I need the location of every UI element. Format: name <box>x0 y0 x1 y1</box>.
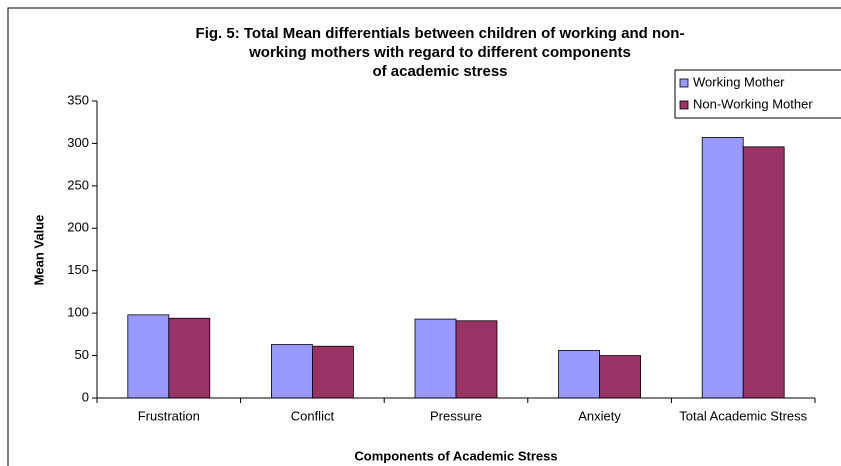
y-tick-label: 200 <box>67 220 89 235</box>
chart-title: Fig. 5: Total Mean differentials between… <box>196 25 685 42</box>
y-tick-label: 0 <box>82 389 89 404</box>
y-axis-title: Mean Value <box>31 215 46 286</box>
chart-title: working mothers with regard to different… <box>248 44 631 61</box>
bar <box>311 345 354 399</box>
bar <box>558 350 600 399</box>
bar <box>127 314 170 399</box>
x-tick-label: Pressure <box>430 408 482 423</box>
bar <box>599 355 641 399</box>
legend-swatch <box>679 78 689 88</box>
x-axis-title: Components of Academic Stress <box>354 448 557 463</box>
y-tick-label: 250 <box>67 177 89 192</box>
bar <box>270 344 313 399</box>
x-tick-label: Frustration <box>138 408 200 423</box>
y-tick-label: 150 <box>67 262 89 277</box>
bar <box>414 318 457 399</box>
y-tick-label: 300 <box>67 135 89 150</box>
y-tick-label: 350 <box>67 92 89 107</box>
bar <box>742 146 785 399</box>
x-tick-label: Conflict <box>291 408 335 423</box>
legend-box <box>674 69 841 119</box>
legend-label: Working Mother <box>693 74 785 89</box>
bar <box>455 320 498 399</box>
y-tick-label: 100 <box>67 305 89 320</box>
legend-label: Non-Working Mother <box>693 96 813 111</box>
chart-title: of academic stress <box>372 63 507 80</box>
legend-swatch <box>679 100 689 110</box>
y-tick-label: 50 <box>75 347 89 362</box>
bar <box>168 317 211 399</box>
bar <box>701 137 744 399</box>
x-tick-label: Total Academic Stress <box>679 408 807 423</box>
x-tick-label: Anxiety <box>578 408 621 423</box>
